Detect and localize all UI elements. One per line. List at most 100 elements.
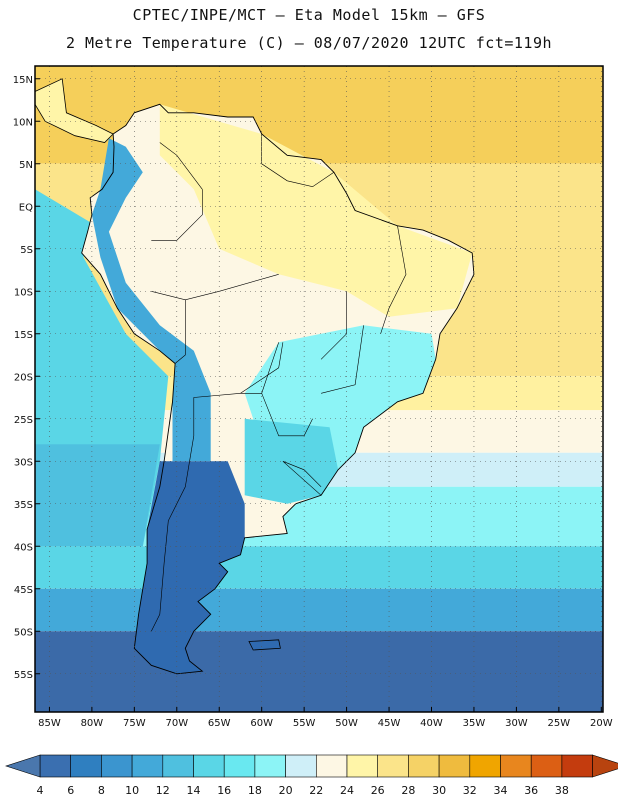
legend-tick-label: 18 bbox=[248, 784, 262, 797]
latitude-label: 15N bbox=[13, 75, 33, 86]
legend-swatch bbox=[469, 754, 501, 778]
legend-swatch bbox=[39, 754, 72, 778]
color-legend: 4 6 8 10 12 14 16 18 20 22 24 26 28 30 32 34 36 38 bbox=[5, 754, 618, 797]
longitude-label: 85W bbox=[38, 718, 61, 729]
legend-tick-label: 28 bbox=[401, 784, 415, 797]
legend-swatch bbox=[438, 754, 471, 778]
legend-tick-label: 14 bbox=[187, 784, 201, 797]
longitude-label: 75W bbox=[123, 718, 146, 729]
latitude-label: 45S bbox=[14, 585, 33, 596]
legend-tick-label: 12 bbox=[156, 784, 170, 797]
legend-swatch bbox=[530, 754, 563, 778]
legend-tick-label: 8 bbox=[98, 784, 105, 797]
longitude-label: 80W bbox=[81, 718, 104, 729]
legend-high-arrow bbox=[592, 754, 618, 778]
political-border bbox=[151, 392, 262, 632]
legend-tick-label: 22 bbox=[309, 784, 323, 797]
legend-swatch bbox=[408, 754, 440, 778]
longitude-label: 55W bbox=[293, 718, 316, 729]
legend-swatch bbox=[254, 754, 286, 778]
political-border bbox=[151, 189, 203, 241]
patagonia-cold-region bbox=[134, 461, 245, 674]
legend-swatch bbox=[346, 754, 379, 778]
map-title-line-1: CPTEC/INPE/MCT – Eta Model 15km – GFS bbox=[132, 6, 486, 24]
legend-tick-label: 6 bbox=[67, 784, 74, 797]
south-america-coastline bbox=[81, 103, 475, 675]
map-frame bbox=[34, 65, 604, 713]
longitude-label: 20W bbox=[590, 718, 613, 729]
political-border bbox=[282, 461, 322, 496]
longitude-label: 45W bbox=[378, 718, 401, 729]
political-border bbox=[174, 299, 186, 364]
longitude-label: 70W bbox=[165, 718, 188, 729]
andes-cold-region bbox=[91, 138, 211, 462]
longitude-label: 50W bbox=[335, 718, 358, 729]
latitude-label: 30S bbox=[14, 457, 33, 468]
temperature-map: 15N 10N 5N EQ 5S 10S 15S 20S 25S 30S 35S 40S 45S 50S 5… bbox=[13, 65, 613, 729]
legend-swatch bbox=[131, 754, 164, 778]
legend-swatch bbox=[500, 754, 532, 778]
map-title-line-2: 2 Metre Temperature (C) – 08/07/2020 12U… bbox=[65, 34, 553, 52]
temperature-field bbox=[34, 66, 603, 712]
longitude-label: 30W bbox=[505, 718, 528, 729]
longitude-labels: 85W 80W 75W 70W 65W 60W 55W 50W 45W 40W 35W 30W 25W 2… bbox=[38, 718, 613, 729]
longitude-label: 60W bbox=[250, 718, 273, 729]
color-legend-bar bbox=[5, 754, 618, 778]
political-border bbox=[261, 342, 313, 437]
legend-tick-label: 38 bbox=[555, 784, 569, 797]
legend-swatch bbox=[561, 754, 593, 778]
warm-land-north bbox=[159, 104, 473, 317]
political-border bbox=[240, 342, 284, 394]
legend-low-arrow bbox=[5, 754, 41, 778]
legend-tick-label: 24 bbox=[340, 784, 354, 797]
latitude-label: 35S bbox=[14, 500, 33, 511]
legend-tick-label: 36 bbox=[524, 784, 538, 797]
color-legend-ticks: 4 6 8 10 12 14 16 18 20 22 24 26 28 30 32 34 36 38 bbox=[37, 784, 569, 797]
legend-tick-label: 26 bbox=[371, 784, 385, 797]
legend-swatch bbox=[285, 754, 317, 778]
legend-tick-label: 4 bbox=[37, 784, 44, 797]
latitude-label: 20S bbox=[14, 372, 33, 383]
legend-tick-label: 20 bbox=[279, 784, 293, 797]
longitude-label: 40W bbox=[420, 718, 443, 729]
cool-land-uruguay bbox=[244, 418, 339, 504]
longitude-label: 25W bbox=[548, 718, 571, 729]
latitude-label: 55S bbox=[14, 670, 33, 681]
political-border bbox=[321, 325, 364, 394]
political-border bbox=[320, 291, 347, 360]
legend-tick-label: 30 bbox=[432, 784, 446, 797]
legend-swatch bbox=[223, 754, 256, 778]
pacific-mid-region bbox=[35, 444, 160, 547]
legend-tick-label: 16 bbox=[217, 784, 231, 797]
latitude-label: 25S bbox=[14, 415, 33, 426]
legend-swatch bbox=[193, 754, 225, 778]
ocean-band bbox=[35, 546, 603, 589]
legend-tick-label: 10 bbox=[125, 784, 139, 797]
ocean-band bbox=[35, 588, 603, 632]
legend-swatch bbox=[377, 754, 409, 778]
ocean-band bbox=[35, 631, 603, 712]
political-border bbox=[380, 225, 407, 334]
legend-tick-label: 34 bbox=[494, 784, 508, 797]
legend-swatch bbox=[315, 754, 348, 778]
longitude-label: 35W bbox=[463, 718, 486, 729]
graticule bbox=[35, 66, 603, 712]
political-border bbox=[151, 274, 279, 301]
legend-swatch bbox=[70, 754, 102, 778]
coastlines bbox=[81, 103, 475, 675]
latitude-label: 5N bbox=[19, 160, 33, 171]
legend-swatch bbox=[101, 754, 133, 778]
latitude-label: 15S bbox=[14, 330, 33, 341]
latitude-label: 40S bbox=[14, 542, 33, 553]
falkland-islands bbox=[248, 639, 281, 651]
latitude-label: 10S bbox=[14, 287, 33, 298]
legend-tick-label: 32 bbox=[463, 784, 477, 797]
latitude-labels: 15N 10N 5N EQ 5S 10S 15S 20S 25S 30S 35S 40S 45S 50S 5… bbox=[13, 75, 33, 681]
latitude-label: 5S bbox=[20, 245, 33, 256]
legend-swatch bbox=[162, 754, 194, 778]
political-border bbox=[159, 142, 203, 190]
political-border bbox=[261, 134, 335, 188]
central-america bbox=[34, 78, 114, 143]
latitude-label: 50S bbox=[14, 627, 33, 638]
latitude-label: EQ bbox=[19, 202, 33, 213]
